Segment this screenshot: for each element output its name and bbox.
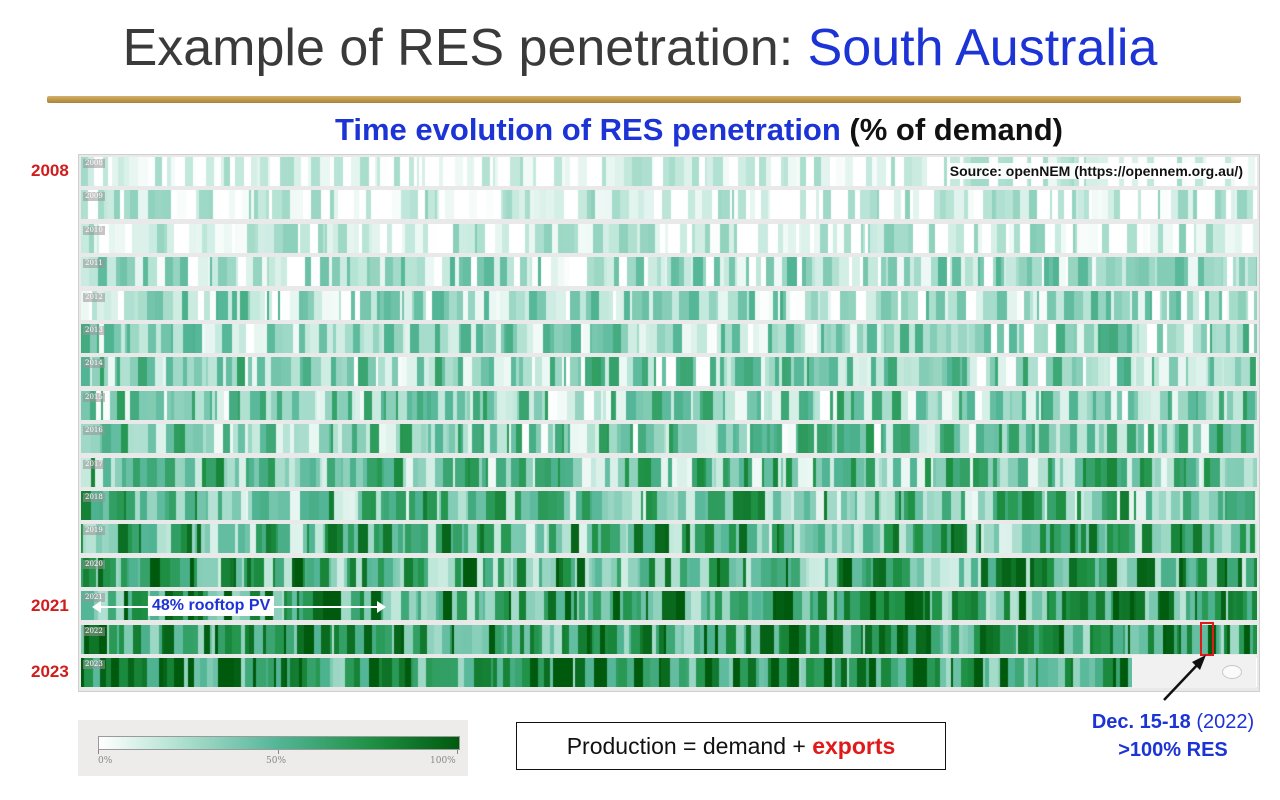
legend-label-0: 0% — [98, 756, 113, 766]
row-label-2010: 2010 — [83, 225, 105, 235]
heatmap-row-2019: 2019 — [81, 524, 1257, 554]
formula-exports: exports — [812, 733, 896, 759]
heatmap-cells-2017 — [81, 457, 1257, 487]
heatmap-cells-2009 — [81, 190, 1257, 220]
opennem-logo-icon — [1222, 665, 1242, 679]
event-date: Dec. 15-18 — [1091, 711, 1191, 733]
row-label-2021: 2021 — [83, 593, 105, 603]
legend-label-50: 50% — [266, 756, 287, 766]
heatmap-row-2016: 2016 — [81, 424, 1257, 454]
color-legend: 0% 50% 100% — [78, 720, 468, 776]
heatmap-cells-2019 — [81, 524, 1257, 554]
heatmap-cells-2013 — [81, 324, 1257, 353]
row-label-2015: 2015 — [83, 392, 105, 402]
heatmap-row-2020: 2020 — [81, 557, 1257, 587]
event-annotation: Dec. 15-18 (2022) >100% RES — [1068, 708, 1278, 764]
source-note: Source: openNEM (https://opennem.org.au/… — [947, 163, 1245, 179]
row-label-2023: 2023 — [83, 660, 105, 669]
legend-tick-50 — [278, 750, 279, 754]
rooftop-pv-label: 48% rooftop PV — [148, 596, 275, 616]
row-label-2011: 2011 — [83, 259, 105, 269]
arrow-left-icon — [92, 601, 101, 613]
title-main: Example of RES penetration: — [122, 19, 808, 77]
heatmap-cells-2016 — [81, 424, 1257, 454]
heatmap-row-2011: 2011 — [81, 257, 1257, 287]
row-label-2009: 2009 — [83, 192, 105, 202]
heatmap-cells-2021 — [81, 591, 1257, 621]
heatmap-row-2021: 2021 — [81, 591, 1257, 621]
heatmap-chart: 2023 2022 2021 2020 2019 2018 2017 2016 2015 2014… — [78, 154, 1260, 692]
legend-tick-0 — [98, 750, 99, 754]
row-label-2022: 2022 — [83, 626, 105, 636]
heatmap-cells-2010 — [81, 223, 1257, 253]
heatmap-cells-2023 — [81, 658, 1257, 687]
arrow-right-icon — [377, 601, 386, 613]
row-label-2016: 2016 — [83, 426, 105, 436]
chart-subtitle: Time evolution of RES penetration (% of … — [0, 112, 1280, 148]
heatmap-row-2008: 2008 — [81, 157, 1257, 186]
heatmap-row-2013: 2013 — [81, 324, 1257, 353]
heatmap-row-2023: 2023 — [81, 658, 1257, 687]
year-label-2008: 2008 — [31, 161, 69, 180]
heatmap-row-2009: 2009 — [81, 190, 1257, 220]
row-label-2012: 2012 — [83, 292, 105, 302]
formula-box: Production = demand + exports — [516, 722, 946, 770]
heatmap-cells-2015 — [81, 390, 1257, 420]
row-label-2019: 2019 — [83, 526, 105, 536]
heatmap-row-2017: 2017 — [81, 457, 1257, 487]
row-label-2014: 2014 — [83, 359, 105, 369]
row-label-2013: 2013 — [83, 326, 105, 335]
title-accent: South Australia — [807, 19, 1158, 77]
row-label-2017: 2017 — [83, 459, 105, 469]
heatmap-cells-2012 — [81, 290, 1257, 320]
legend-label-100: 100% — [430, 756, 456, 766]
heatmap-cells-2022 — [81, 624, 1257, 654]
pointer-arrow-icon — [1163, 655, 1206, 701]
legend-gradient — [98, 736, 460, 750]
year-label-2021: 2021 — [31, 596, 69, 615]
heatmap-cells-2018 — [81, 491, 1257, 520]
row-label-2008: 2008 — [83, 159, 105, 168]
heatmap-cells-2020 — [81, 557, 1257, 587]
legend-tick-100 — [457, 750, 458, 754]
year-label-2023: 2023 — [31, 662, 69, 681]
heatmap-row-2014: 2014 — [81, 357, 1257, 387]
subtitle-black: (% of demand) — [840, 112, 1063, 147]
event-year: (2022) — [1190, 711, 1255, 733]
event-value: >100% RES — [1118, 739, 1228, 761]
no-data-region — [1132, 655, 1256, 688]
heatmap-row-2015: 2015 — [81, 390, 1257, 420]
dec-2022-highlight-box — [1200, 622, 1214, 656]
subtitle-blue: Time evolution of RES penetration — [335, 112, 841, 147]
row-label-2020: 2020 — [83, 559, 105, 569]
heatmap-row-2022: 2022 — [81, 624, 1257, 654]
heatmap-cells-2014 — [81, 357, 1257, 387]
heatmap-row-2012: 2012 — [81, 290, 1257, 320]
title-underline — [47, 96, 1241, 103]
slide-title: Example of RES penetration: South Austra… — [0, 18, 1280, 78]
heatmap-row-2018: 2018 — [81, 491, 1257, 520]
formula-text: Production = demand + — [566, 733, 813, 759]
heatmap-row-2010: 2010 — [81, 223, 1257, 253]
row-label-2018: 2018 — [83, 493, 105, 502]
heatmap-cells-2011 — [81, 257, 1257, 287]
